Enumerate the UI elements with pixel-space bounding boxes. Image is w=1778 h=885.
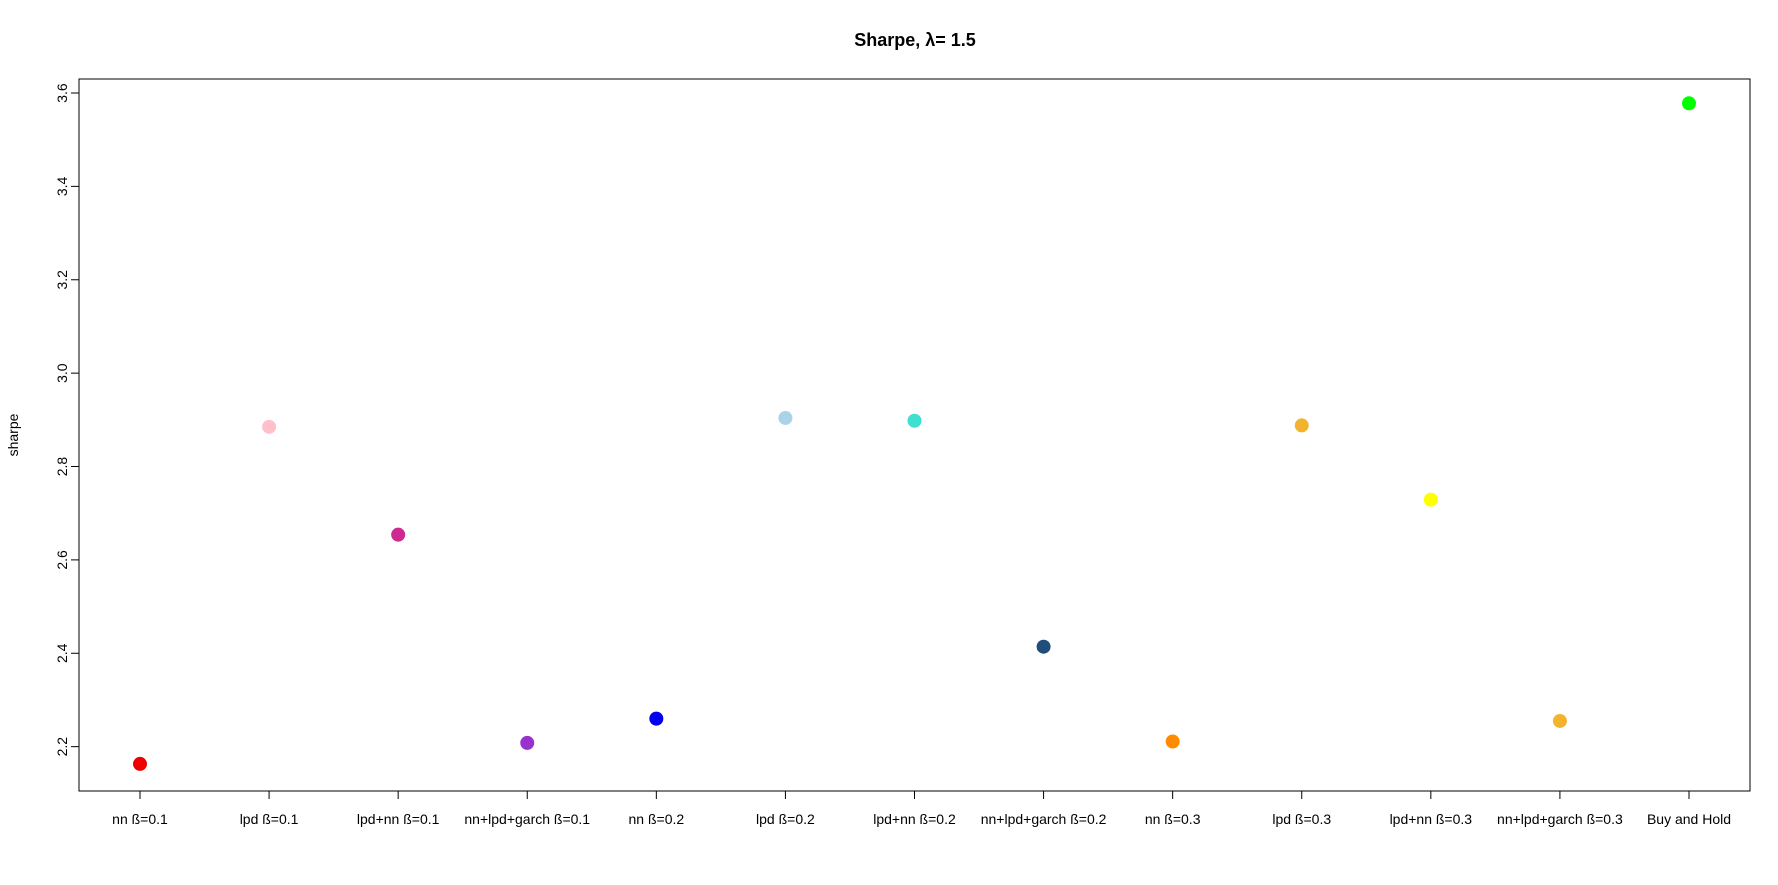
y-tick-label: 2.2 — [54, 737, 70, 757]
chart-title: Sharpe, λ= 1.5 — [854, 30, 976, 50]
x-tick-label: nn ß=0.3 — [1145, 811, 1201, 827]
x-tick-label: lpd ß=0.3 — [1272, 811, 1331, 827]
y-tick-label: 2.4 — [54, 643, 70, 663]
data-points — [133, 96, 1696, 771]
data-point — [262, 419, 277, 434]
data-point — [1036, 639, 1051, 654]
x-tick-label: Buy and Hold — [1647, 811, 1731, 827]
data-point — [520, 735, 535, 750]
data-point — [649, 711, 664, 726]
plot-frame — [78, 78, 1751, 792]
y-tick-label: 3.0 — [54, 363, 70, 383]
x-tick-label: nn+lpd+garch ß=0.2 — [981, 811, 1107, 827]
y-tick-label: 3.4 — [54, 176, 70, 196]
data-point — [778, 410, 793, 425]
y-tick-label: 3.2 — [54, 270, 70, 290]
y-tick-label: 2.8 — [54, 457, 70, 477]
x-tick-label: lpd+nn ß=0.2 — [873, 811, 956, 827]
y-axis-label: sharpe — [5, 413, 21, 456]
data-point — [1294, 418, 1309, 433]
y-tick-label: 3.6 — [54, 83, 70, 103]
x-tick-label: lpd ß=0.1 — [240, 811, 299, 827]
x-tick-label: lpd+nn ß=0.1 — [357, 811, 440, 827]
data-point — [1423, 492, 1438, 507]
x-tick-label: nn+lpd+garch ß=0.3 — [1497, 811, 1623, 827]
x-tick-label: nn ß=0.2 — [629, 811, 685, 827]
x-tick-label: lpd ß=0.2 — [756, 811, 815, 827]
data-point — [1552, 713, 1567, 728]
data-point — [1165, 734, 1180, 749]
x-tick-label: nn+lpd+garch ß=0.1 — [464, 811, 590, 827]
data-point — [133, 756, 147, 771]
x-tick-label: lpd+nn ß=0.3 — [1390, 811, 1473, 827]
y-tick-label: 2.6 — [54, 550, 70, 570]
x-axis: nn ß=0.1 lpd ß=0.1 lpd+nn ß=0.1 nn+lpd+garc… — [112, 790, 1731, 827]
data-point — [1682, 96, 1696, 111]
data-point — [391, 527, 406, 542]
data-point — [907, 413, 922, 428]
y-axis: 2.2 2.4 2.6 2.8 3.0 3.2 3.4 3.6 — [54, 83, 80, 757]
x-tick-label: nn ß=0.1 — [112, 811, 168, 827]
